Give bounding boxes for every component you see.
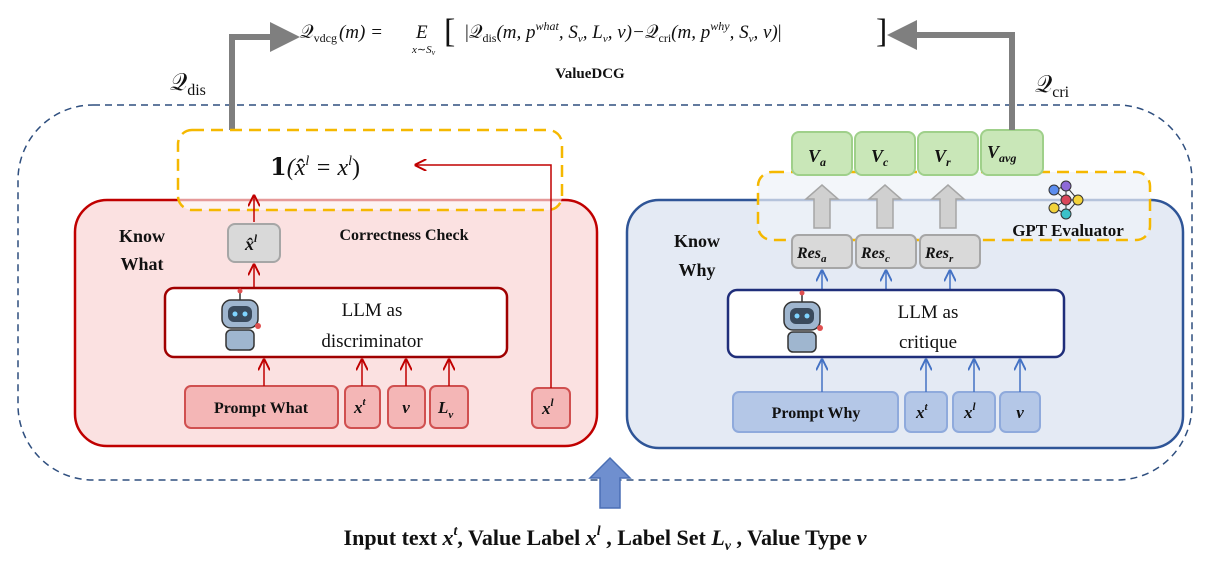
input-text-xt: xt	[904, 391, 948, 433]
svg-text:Lv: Lv	[437, 398, 453, 421]
llm-critique-label: LLM as	[898, 302, 959, 323]
know-why-title: Know	[674, 231, 720, 251]
q-cri-label: 𝒬cri	[1035, 72, 1070, 101]
prompt-what-input: Prompt What	[184, 385, 339, 429]
formula-bracket-right: ]	[876, 13, 887, 50]
prediction-label: x̂l	[244, 233, 258, 254]
input-up-arrow-icon	[588, 456, 632, 509]
svg-text:Vc: Vc	[871, 146, 889, 169]
prompt-why-input: Prompt Why	[732, 391, 899, 433]
up-arrow-icon	[804, 184, 840, 229]
input-text-xt: xt	[344, 385, 381, 429]
indicator-formula: 𝟏(x̂l = xl)	[270, 154, 360, 181]
svg-text:Prompt Why: Prompt Why	[772, 405, 861, 422]
q-dis-label: 𝒬dis	[170, 70, 206, 99]
formula-bracket-left: [	[444, 13, 455, 50]
robot-icon	[783, 290, 823, 353]
response-r: Resr	[919, 234, 981, 269]
robot-icon	[221, 288, 261, 351]
llm-discriminator-label: LLM as	[342, 300, 403, 321]
svg-text:Vr: Vr	[934, 146, 951, 169]
label-set-lv: Lv	[429, 385, 469, 429]
score-vavg: Vavg	[980, 129, 1044, 176]
svg-text:xt: xt	[353, 396, 367, 417]
svg-text:Vavg: Vavg	[987, 142, 1016, 165]
response-c: Resc	[855, 234, 917, 269]
formula-name: ValueDCG	[555, 66, 625, 82]
score-vr: Vr	[917, 131, 979, 176]
formula: 𝒬vdcg (m) =	[300, 22, 383, 45]
llm-discriminator-label-2: discriminator	[321, 331, 423, 352]
up-arrow-icon	[867, 184, 903, 229]
value-type-v: v	[387, 385, 426, 429]
llm-critique-box	[726, 288, 1066, 359]
formula-expectation-sub: x∼Sv	[411, 44, 436, 57]
gpt-evaluator-label: GPT Evaluator	[1012, 221, 1124, 240]
score-vc: Vc	[854, 131, 916, 176]
formula-expectation: E	[415, 22, 428, 43]
q-cri-arrow	[887, 20, 1015, 130]
llm-critique-label-2: critique	[899, 332, 957, 353]
score-va: Va	[791, 131, 853, 176]
correctness-check-box	[176, 128, 564, 212]
svg-text:xl: xl	[541, 397, 555, 418]
know-why-title-2: Why	[678, 260, 715, 280]
value-type-v: v	[999, 391, 1041, 433]
input-caption: Input text xt, Value Label xl , Label Se…	[344, 524, 867, 554]
svg-text:v: v	[402, 398, 410, 417]
correctness-check-label: Correctness Check	[339, 227, 468, 244]
q-dis-arrow	[229, 22, 300, 130]
value-label-xl: xl	[531, 387, 571, 429]
up-arrow-icon	[930, 184, 966, 229]
svg-text:xl: xl	[963, 401, 977, 422]
response-a: Resa	[791, 234, 853, 269]
svg-text:Prompt What: Prompt What	[214, 400, 309, 417]
svg-text:v: v	[1016, 403, 1024, 422]
prediction-box	[227, 223, 281, 263]
network-icon	[1048, 180, 1084, 220]
svg-text:Resa: Resa	[796, 245, 827, 265]
svg-text:Va: Va	[808, 146, 826, 169]
svg-text:Resr: Resr	[924, 245, 954, 265]
svg-text:xt: xt	[915, 401, 929, 422]
formula-body: |𝒬dis(m, pwhat, Sv, Lv, v)−𝒬cri(m, pwhy,…	[465, 19, 782, 45]
know-what-title-2: What	[120, 254, 163, 274]
svg-text:Resc: Resc	[860, 245, 890, 265]
value-label-xl: xl	[952, 391, 996, 433]
know-what-title: Know	[119, 226, 165, 246]
